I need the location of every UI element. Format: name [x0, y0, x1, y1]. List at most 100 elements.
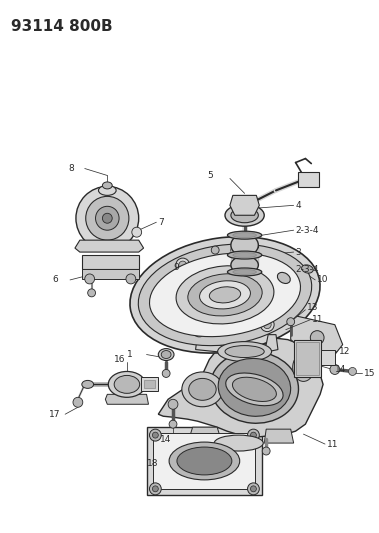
Circle shape	[153, 296, 161, 304]
Ellipse shape	[226, 373, 283, 406]
Circle shape	[247, 256, 255, 264]
Circle shape	[263, 321, 271, 329]
Bar	[82, 255, 139, 269]
Ellipse shape	[227, 251, 262, 259]
Circle shape	[169, 420, 177, 428]
Text: 5: 5	[207, 171, 213, 180]
Circle shape	[231, 246, 239, 254]
Text: 2-3-4: 2-3-4	[296, 265, 319, 274]
Ellipse shape	[182, 372, 223, 407]
Bar	[231, 245, 258, 265]
Circle shape	[76, 187, 139, 250]
Circle shape	[152, 486, 158, 492]
Circle shape	[330, 365, 340, 375]
Ellipse shape	[233, 253, 256, 257]
Bar	[296, 342, 319, 375]
Circle shape	[211, 246, 219, 254]
Circle shape	[301, 345, 314, 359]
Circle shape	[208, 449, 216, 457]
Ellipse shape	[302, 265, 313, 273]
Ellipse shape	[293, 353, 314, 382]
Circle shape	[251, 486, 256, 492]
Text: 4: 4	[296, 201, 301, 210]
Ellipse shape	[227, 231, 262, 239]
Ellipse shape	[297, 359, 310, 376]
Text: 14: 14	[160, 434, 172, 443]
Text: 15: 15	[364, 369, 376, 378]
Ellipse shape	[200, 281, 251, 309]
Circle shape	[310, 330, 324, 345]
Circle shape	[176, 258, 190, 272]
Text: 3: 3	[296, 247, 301, 256]
Ellipse shape	[188, 274, 262, 316]
Bar	[153, 433, 255, 489]
Ellipse shape	[227, 268, 262, 276]
Polygon shape	[158, 337, 323, 437]
Circle shape	[262, 304, 270, 312]
Ellipse shape	[233, 270, 256, 274]
Circle shape	[247, 483, 259, 495]
Text: 9: 9	[173, 263, 179, 272]
Bar	[294, 340, 321, 377]
Circle shape	[179, 261, 186, 269]
Bar	[231, 248, 258, 266]
Ellipse shape	[176, 266, 274, 324]
Polygon shape	[196, 335, 278, 354]
Ellipse shape	[130, 237, 320, 353]
Ellipse shape	[209, 287, 241, 303]
Polygon shape	[230, 196, 259, 215]
Circle shape	[73, 397, 83, 407]
Ellipse shape	[150, 253, 301, 337]
Circle shape	[312, 356, 319, 363]
Ellipse shape	[99, 185, 116, 196]
Circle shape	[126, 274, 136, 284]
Ellipse shape	[225, 204, 264, 226]
Circle shape	[349, 367, 356, 375]
Bar	[147, 427, 262, 495]
Ellipse shape	[108, 372, 146, 397]
Circle shape	[86, 196, 129, 240]
Text: 11: 11	[327, 440, 338, 449]
Text: 10: 10	[317, 276, 329, 285]
Circle shape	[102, 213, 112, 223]
Bar	[144, 381, 155, 389]
Ellipse shape	[102, 182, 112, 189]
Bar	[141, 377, 158, 391]
Ellipse shape	[277, 272, 290, 284]
Ellipse shape	[161, 351, 171, 359]
Text: 1: 1	[127, 350, 133, 359]
Ellipse shape	[231, 208, 258, 223]
Circle shape	[149, 429, 161, 441]
Circle shape	[132, 227, 142, 237]
Ellipse shape	[169, 442, 240, 480]
Circle shape	[251, 432, 256, 438]
Ellipse shape	[225, 345, 264, 358]
Ellipse shape	[114, 375, 140, 393]
Polygon shape	[188, 427, 222, 443]
Ellipse shape	[210, 351, 299, 423]
Circle shape	[262, 447, 270, 455]
Ellipse shape	[189, 378, 216, 400]
Circle shape	[244, 253, 258, 266]
Circle shape	[289, 286, 297, 294]
Circle shape	[304, 366, 311, 374]
Text: 7: 7	[158, 218, 164, 227]
Text: 16: 16	[114, 355, 126, 364]
Polygon shape	[105, 394, 149, 404]
Text: 2-3-4: 2-3-4	[296, 225, 319, 235]
Text: 13: 13	[307, 303, 319, 312]
Ellipse shape	[231, 234, 258, 256]
Text: 11: 11	[312, 315, 324, 324]
Text: 6: 6	[52, 276, 58, 285]
Ellipse shape	[138, 244, 312, 345]
Circle shape	[162, 369, 170, 377]
Circle shape	[260, 318, 274, 332]
Circle shape	[286, 282, 300, 296]
Text: 93114 800B: 93114 800B	[11, 19, 113, 34]
Circle shape	[304, 348, 311, 356]
Bar	[82, 269, 139, 279]
Ellipse shape	[177, 447, 232, 475]
Text: 8: 8	[68, 164, 74, 173]
Circle shape	[179, 306, 187, 314]
Ellipse shape	[232, 377, 276, 401]
